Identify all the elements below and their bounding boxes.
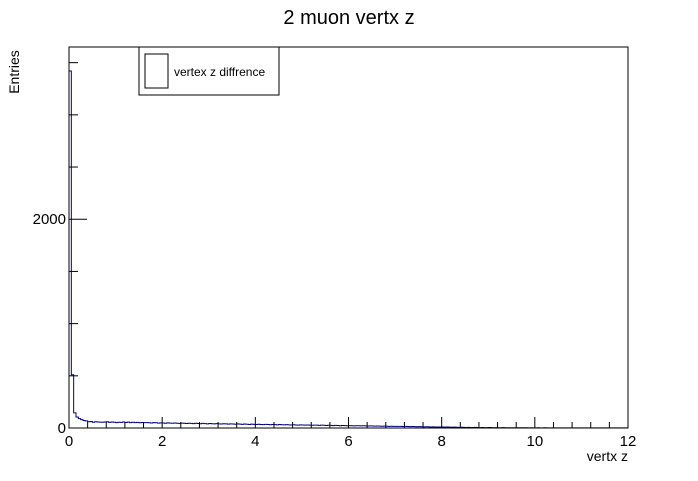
y-tick-label: 0	[58, 420, 66, 437]
y-axis-label: Entries	[6, 50, 22, 94]
x-tick-label: 10	[526, 433, 543, 450]
legend-entry-label: vertex z diffrence	[174, 65, 265, 79]
x-tick-label: 6	[344, 433, 352, 450]
x-tick-label: 4	[251, 433, 259, 450]
x-tick-label: 0	[65, 433, 73, 450]
chart-title: 2 muon vertx z	[283, 7, 414, 29]
x-axis-label: vertx z	[587, 448, 628, 464]
legend-swatch	[145, 54, 168, 88]
x-tick-label: 2	[158, 433, 166, 450]
x-tick-label: 8	[437, 433, 445, 450]
x-tick-label: 12	[620, 433, 637, 450]
legend: vertex z diffrence	[139, 47, 279, 95]
y-tick-label: 2000	[33, 211, 66, 228]
